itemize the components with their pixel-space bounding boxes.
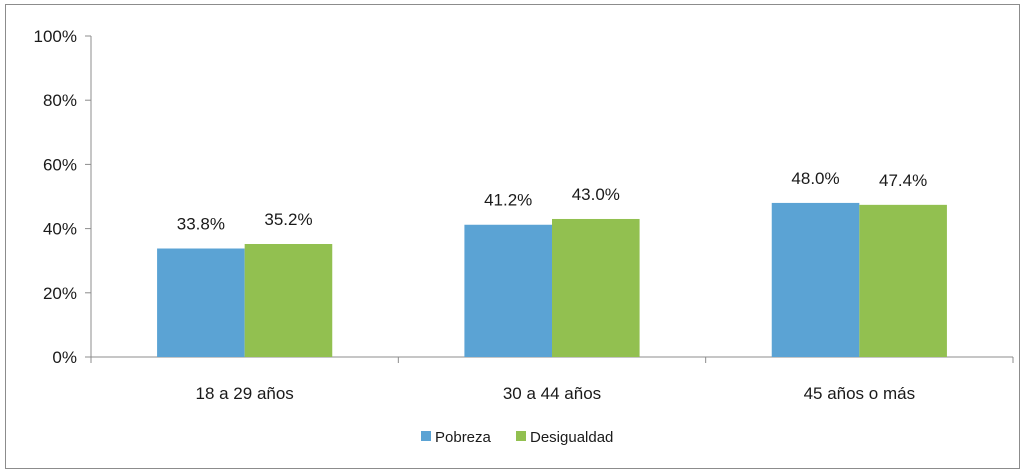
bar-pobreza <box>464 224 552 357</box>
y-tick-label: 60% <box>43 155 77 174</box>
data-label: 33.8% <box>177 215 225 234</box>
y-tick-label: 40% <box>43 220 77 239</box>
bars <box>157 202 947 357</box>
data-labels: 33.8% 35.2% 41.2% 43.0% 48.0% 47.4% <box>177 169 927 234</box>
bar-pobreza <box>771 202 860 357</box>
y-tick-label: 100% <box>34 27 77 46</box>
data-label: 48.0% <box>791 169 839 188</box>
data-label: 43.0% <box>572 185 620 204</box>
y-tick-label: 0% <box>52 348 77 367</box>
bar-desigualdad <box>859 204 947 357</box>
x-category-label: 18 a 29 años <box>196 384 294 403</box>
legend-label-desigualdad: Desigualdad <box>530 429 613 446</box>
bar-desigualdad <box>244 244 333 357</box>
bar-pobreza <box>157 248 245 357</box>
bar-desigualdad <box>552 218 640 357</box>
x-category-label: 45 años o más <box>804 384 916 403</box>
data-label: 41.2% <box>484 191 532 210</box>
x-category-label: 30 a 44 años <box>503 384 601 403</box>
y-tick-label: 20% <box>43 284 77 303</box>
data-label: 35.2% <box>264 210 312 229</box>
x-axis: 18 a 29 años 30 a 44 años 45 años o más <box>90 356 1014 403</box>
legend-swatch-pobreza <box>421 431 431 441</box>
data-label: 47.4% <box>879 171 927 190</box>
legend-swatch-desigualdad <box>516 431 526 441</box>
legend-label-pobreza: Pobreza <box>435 429 492 446</box>
y-axis: 0% 20% 40% 60% 80% 100% <box>34 27 92 367</box>
legend: Pobreza Desigualdad <box>421 429 613 446</box>
y-tick-label: 80% <box>43 91 77 110</box>
